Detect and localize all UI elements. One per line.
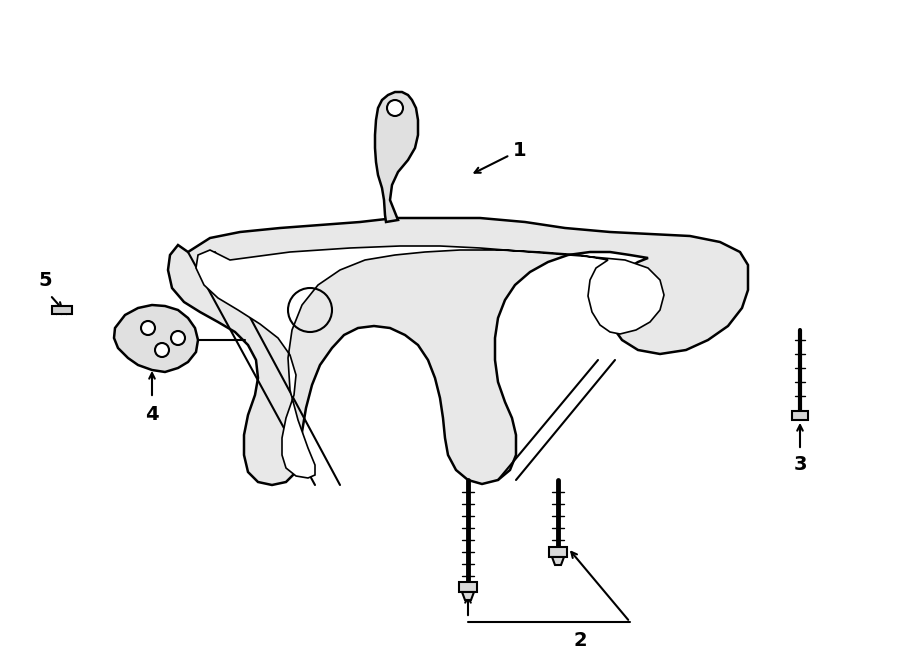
- Text: 1: 1: [513, 141, 526, 159]
- PathPatch shape: [549, 547, 567, 557]
- PathPatch shape: [52, 306, 72, 314]
- PathPatch shape: [375, 92, 418, 222]
- PathPatch shape: [792, 411, 808, 420]
- Text: 5: 5: [38, 270, 52, 290]
- Text: 2: 2: [573, 631, 587, 650]
- Circle shape: [155, 343, 169, 357]
- Circle shape: [141, 321, 155, 335]
- Text: 3: 3: [793, 455, 806, 475]
- Circle shape: [387, 100, 403, 116]
- Text: 4: 4: [145, 405, 158, 424]
- Circle shape: [171, 331, 185, 345]
- PathPatch shape: [459, 582, 477, 592]
- PathPatch shape: [114, 305, 198, 372]
- PathPatch shape: [196, 246, 664, 478]
- PathPatch shape: [462, 592, 474, 600]
- PathPatch shape: [552, 557, 564, 565]
- PathPatch shape: [168, 218, 748, 485]
